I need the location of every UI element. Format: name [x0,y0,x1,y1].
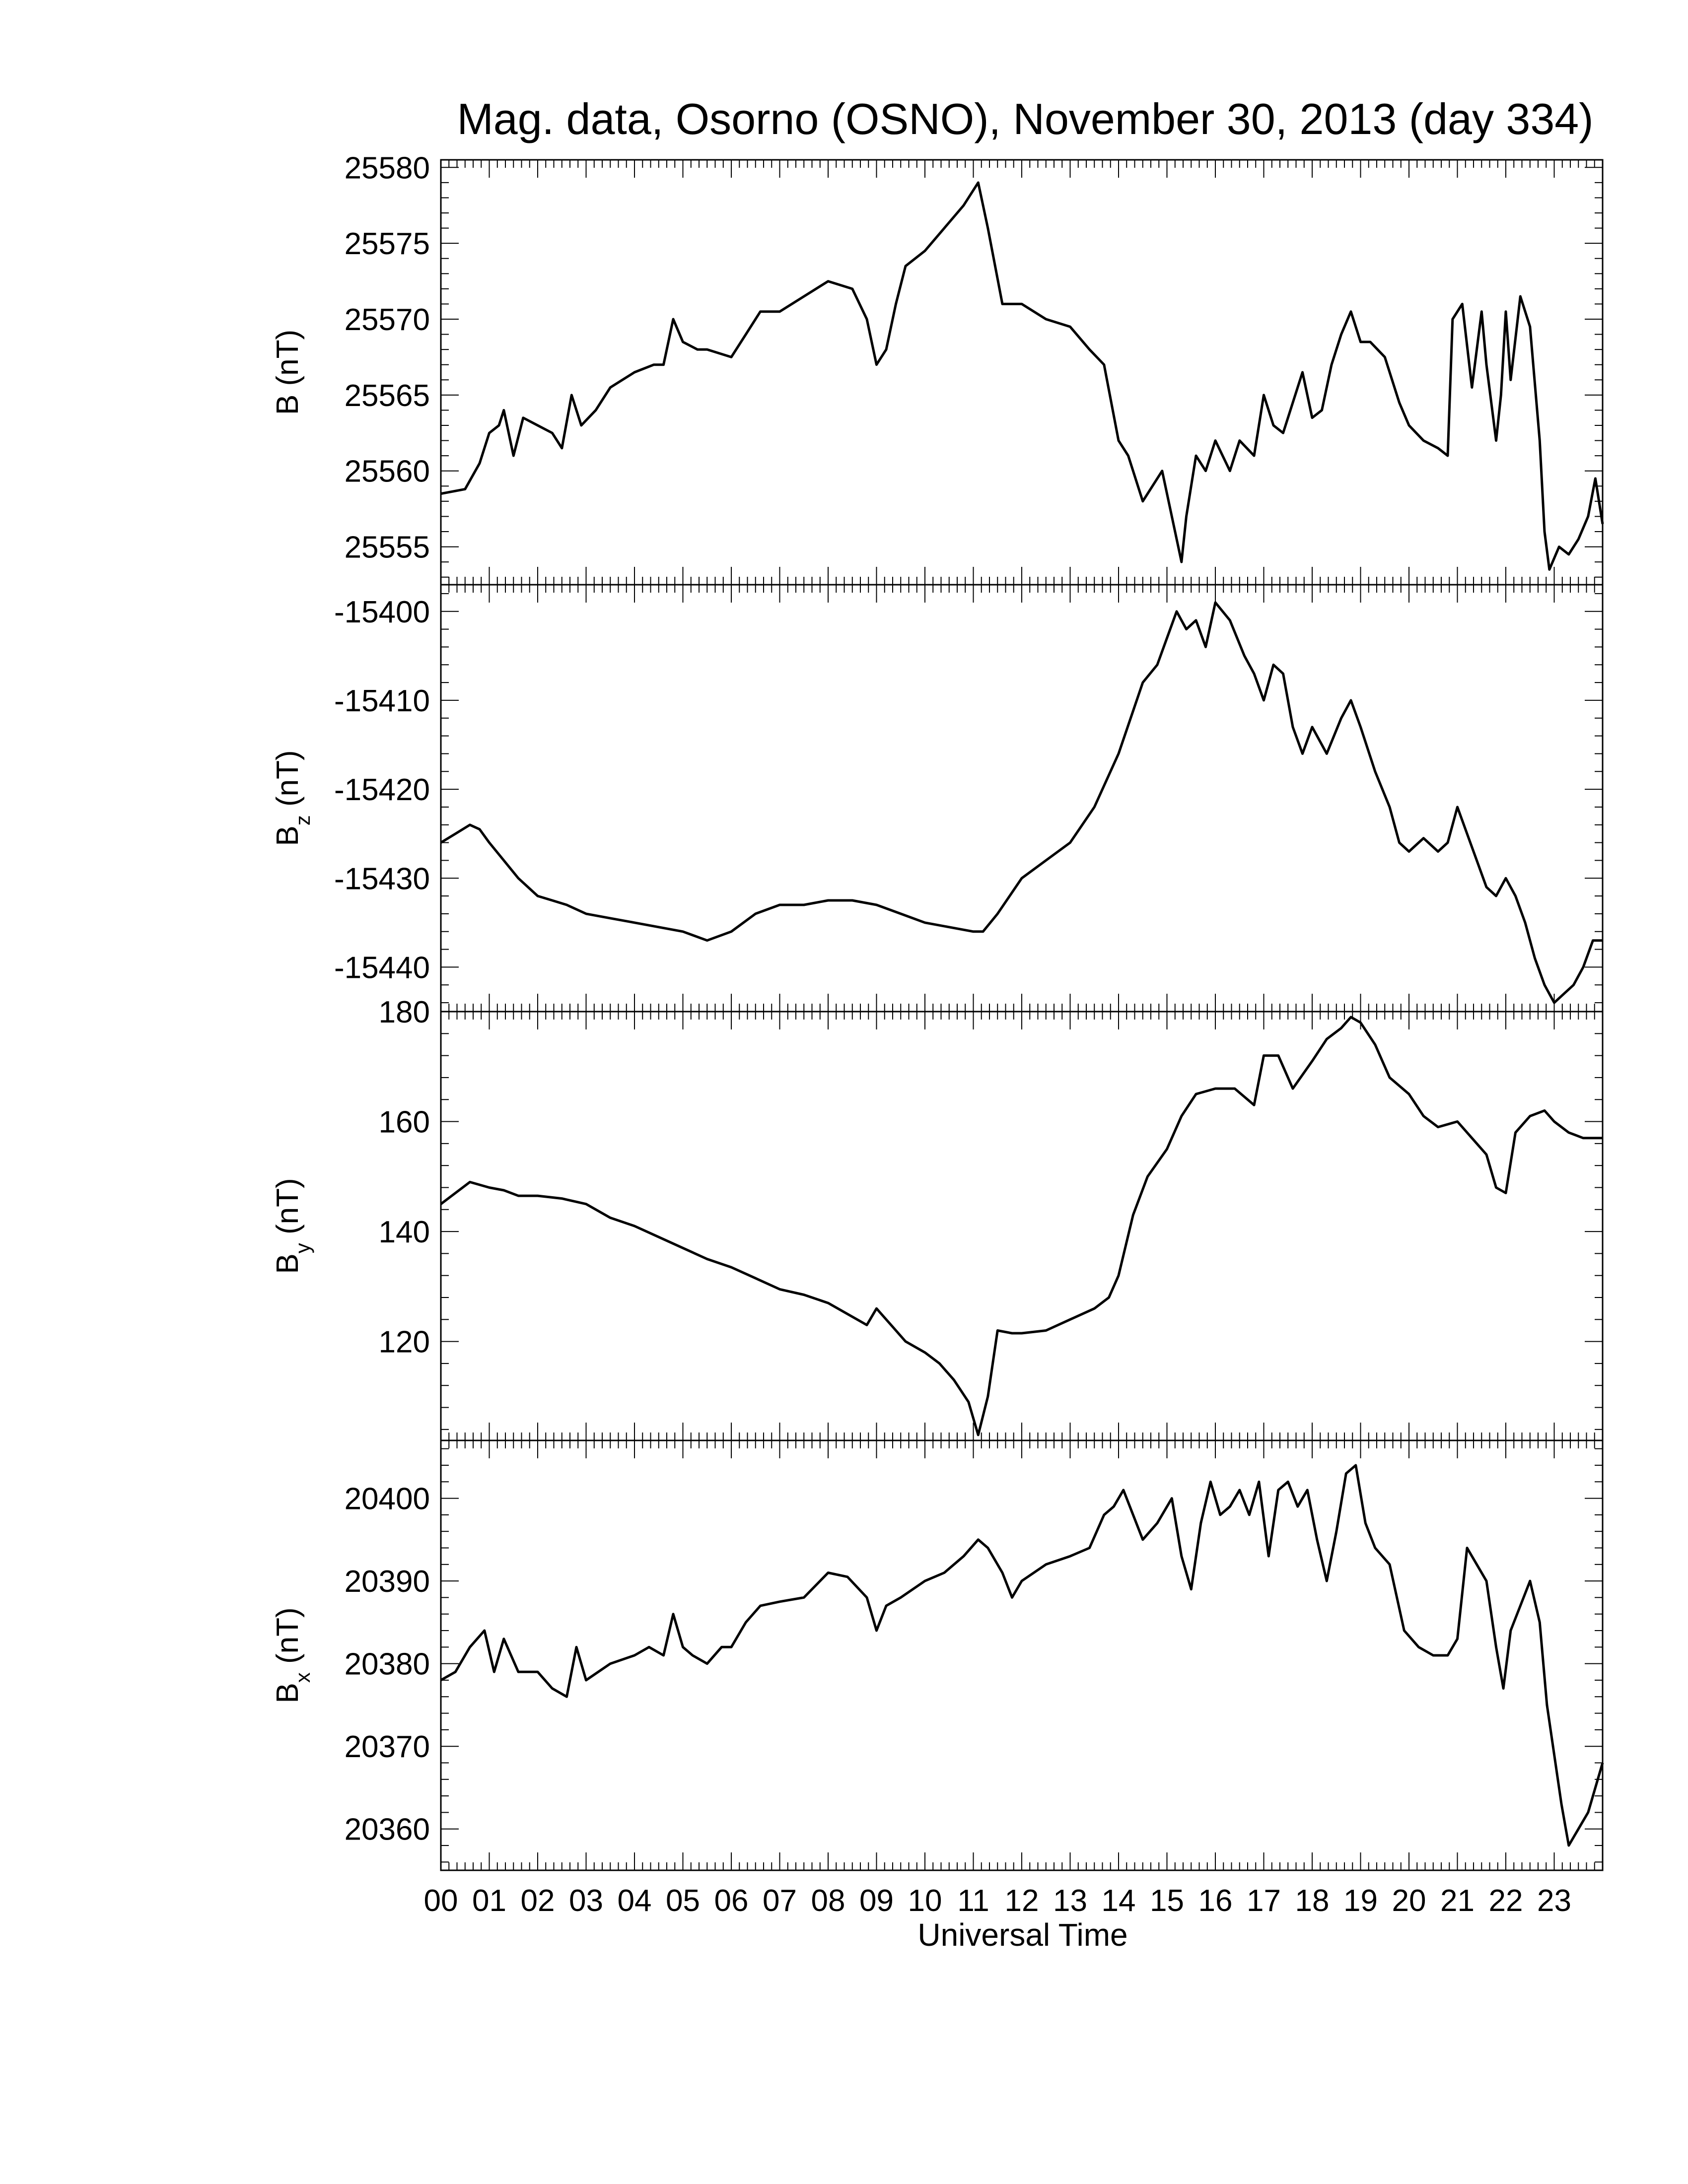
x-tick-label: 16 [1198,1884,1233,1918]
y-axis-unit: (nT) [271,750,305,815]
x-tick-label: 12 [1005,1884,1039,1918]
x-tick-labels: 00 01 02 03 04 05 06 07 08 09 10 11 12 13 14 15 16 17 18 19… [424,1884,1571,1918]
x-tick-label: 23 [1537,1884,1571,1918]
y-tick-label: -15420 [334,773,430,807]
series-line-Bz [440,601,1603,1004]
y-tick-label: 25555 [345,531,430,565]
y-tick-label: -15400 [334,595,430,629]
y-tick-label: 25560 [345,455,430,489]
y-axis-subscript: x [291,1672,314,1683]
y-tick-label: 25575 [345,227,430,261]
x-tick-label: 22 [1489,1884,1523,1918]
y-tick-label: 20390 [345,1565,430,1599]
y-tick-label: 120 [379,1325,430,1360]
x-tick-label: 20 [1392,1884,1426,1918]
y-axis-title-B: B (nT) [271,330,305,415]
x-tick-label: 19 [1343,1884,1378,1918]
x-tick-label: 06 [714,1884,749,1918]
panel-Bz: -15440 -15430 -15420 -15410 -15400 Bz (nT) [271,584,1604,1013]
x-tick-label: 01 [472,1884,506,1918]
x-tick-label: 10 [908,1884,942,1918]
y-tick-label: 20400 [345,1482,430,1516]
x-tick-label: 15 [1150,1884,1184,1918]
y-ticks-By [441,1011,1603,1430]
x-tick-label: 08 [811,1884,845,1918]
y-tick-label: -15440 [334,951,430,985]
x-tick-label: 00 [424,1884,458,1918]
y-tick-label: -15410 [334,684,430,718]
x-tick-label: 11 [957,1884,989,1918]
y-axis-symbol: B [271,825,305,846]
y-axis-symbol: B [271,1683,305,1703]
series-line-By [440,1016,1603,1436]
x-axis-title: Universal Time [917,1917,1127,1953]
x-ticks-Bz [440,585,1603,1012]
y-ticks-Bx [441,1448,1603,1863]
x-tick-label: 09 [859,1884,894,1918]
x-tick-label: 18 [1295,1884,1330,1918]
x-tick-label: 14 [1102,1884,1136,1918]
panel-Bx: 20360 20370 20380 20390 20400 Bx (nT) [271,1439,1604,1871]
plot-frame-B [440,159,1604,586]
y-ticks-B [441,167,1603,578]
x-tick-label: 03 [569,1884,603,1918]
x-tick-label: 02 [521,1884,555,1918]
y-ticks-Bz [441,593,1603,1004]
y-axis-symbol: B [271,395,305,415]
y-axis-unit: (nT) [271,330,305,395]
y-tick-label: 25565 [345,379,430,413]
series-line-Bx [440,1464,1604,1847]
y-axis-title-Bz: Bz (nT) [271,750,314,846]
plot-frame-Bz [440,584,1604,1013]
y-tick-label: 140 [379,1215,430,1249]
x-tick-label: 05 [666,1884,700,1918]
y-axis-title-By: By (nT) [271,1178,314,1274]
y-axis-subscript: y [291,1243,314,1253]
series-line-B [440,181,1604,571]
y-tick-label: 20360 [345,1813,430,1847]
plot-frame-By [440,1011,1604,1441]
y-axis-unit: (nT) [271,1178,305,1243]
x-ticks-Bx [440,1440,1603,1870]
x-tick-label: 04 [618,1884,652,1918]
y-axis-subscript: z [291,815,314,825]
y-tick-label: 20380 [345,1647,430,1682]
plot-frame-Bx [440,1439,1604,1871]
y-axis-unit: (nT) [271,1607,305,1672]
chart-title: Mag. data, Osorno (OSNO), November 30, 2… [457,94,1593,143]
panel-B: 25555 25560 25565 25570 25575 25580 B (nT) [271,151,1604,586]
y-tick-label: -15430 [334,862,430,896]
x-tick-label: 07 [763,1884,797,1918]
x-ticks-B [440,160,1603,585]
panel-By: 120 140 160 180 By (nT) [271,995,1604,1441]
x-tick-label: 17 [1247,1884,1281,1918]
y-tick-label: 160 [379,1105,430,1140]
y-tick-label: 25570 [345,303,430,337]
y-tick-label: 25580 [345,151,430,185]
x-tick-label: 21 [1440,1884,1475,1918]
y-axis-symbol: B [271,1253,305,1274]
y-tick-label: 180 [379,995,430,1029]
x-tick-label: 13 [1053,1884,1087,1918]
y-axis-title-Bx: Bx (nT) [271,1607,314,1703]
x-ticks-By [440,1012,1603,1440]
y-tick-label: 20370 [345,1730,430,1764]
